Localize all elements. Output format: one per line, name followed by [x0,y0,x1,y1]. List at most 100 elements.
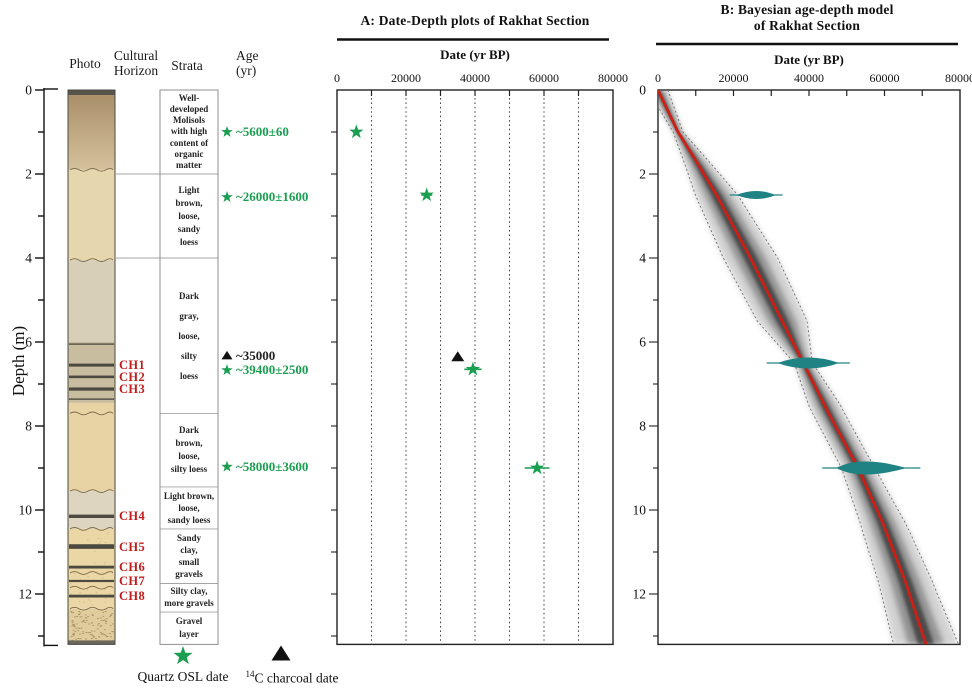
gravel-dot [76,616,79,617]
gravel-dot [79,633,81,635]
wavy-boundary [69,606,114,611]
speckle-dot [95,591,98,593]
depth-tick-label: 6 [25,335,32,350]
stratum-description-8: Gravel layer [175,616,203,640]
cultural-horizon-label-ch5: CH5 [119,539,146,554]
speckle-dot [101,572,104,573]
gravel-dot [71,622,74,624]
wavy-boundary [69,411,114,416]
cultural-horizon-label-ch2: CH2 [119,369,146,384]
x-tick-label: 20000 [719,71,749,85]
depth-tick-label: 0 [25,83,32,98]
panel-b-title-line2: of Rakhat Section [753,18,861,33]
gravel-dot [75,627,78,629]
dark-horizon-band [69,387,114,391]
gravel-dot [98,636,100,638]
gravel-dot [77,627,80,629]
age-value-3: ~35000 [236,347,276,363]
gravel-dot [71,635,73,637]
photo-layer [68,402,115,492]
photo-layer [68,260,115,342]
gravel-dot [85,620,88,621]
speckle-dot [104,542,107,543]
cultural-horizon-label-ch8: CH8 [119,589,146,604]
dark-horizon-band [69,343,114,345]
gravel-dot [74,631,77,633]
x-tick-label: 60000 [529,71,559,85]
x-tick-label: 0 [334,71,340,85]
gravel-dot [89,632,92,633]
dark-horizon-band [69,594,114,598]
y-tick-label: 4 [639,251,646,266]
gravel-dot [72,629,75,631]
x-tick-label: 40000 [460,71,490,85]
speckle-dot [79,592,81,594]
gravel-dot [109,615,112,616]
gravel-dot [109,625,112,626]
stratum-description-6: Sandy clay, small gravels [175,532,203,580]
column-header-strata: Strata [171,58,203,73]
photo-layer [68,342,115,403]
credible-bound-left [658,105,895,645]
gravel-dot [93,630,96,632]
dark-horizon-band [69,565,114,569]
stratum-description-3: Dark gray, loose, silty loess [178,290,200,381]
gravel-dot [102,612,105,614]
panel-a-title: A: Date-Depth plots of Rakhat Section [360,13,590,28]
model-median-line [658,90,928,645]
osl-date-marker [419,187,434,202]
stratum-description-2: Light brown, loose, sandy loess [175,184,203,247]
gravel-dot [85,617,88,619]
speckle-dot [99,541,102,543]
speckle-dot [107,533,109,535]
photo-layer [68,491,115,529]
speckle-dot [98,543,100,544]
age-value-2: ~26000±1600 [236,189,309,205]
column-header-photo: Photo [69,56,101,71]
panel-b-title-line1: B: Bayesian age-depth model [720,2,894,17]
gravel-dot [90,638,93,639]
gravel-dot [88,623,90,625]
speckle-dot [102,577,104,579]
speckle-dot [83,601,85,603]
gravel-dot [72,620,74,622]
gravel-dot [96,628,99,630]
age-value-4: ~39400±2500 [236,362,309,378]
gravel-dot [80,616,83,618]
panel-b-axes: 0 20000 40000 60000 80000 0 2 4 6 8 10 12 [633,71,972,646]
gravel-dot [80,627,83,629]
gravel-dot [99,617,102,619]
depth-tick-label: 2 [25,167,32,182]
wavy-boundary [69,489,114,493]
photo-bottom-cap [68,640,115,645]
gravel-dot [77,638,80,639]
gravel-dot [99,632,102,633]
y-tick-label: 10 [633,503,647,518]
dark-horizon-band [69,375,114,379]
speckle-dot [70,593,72,595]
gravel-dot [82,633,84,635]
gravel-dot [98,623,100,625]
gravel-dot [90,622,93,624]
strata-box-border [159,89,219,645]
wavy-boundary [69,585,114,590]
strata-box [116,89,219,645]
depth-axis-title: Depth (m) [9,325,28,397]
gravel-dot [79,638,82,640]
panel-b-model [658,90,959,645]
photo-layer [68,169,115,261]
dark-horizon-band [69,544,114,549]
gravel-dot [103,629,106,631]
y-tick-label: 6 [639,335,646,350]
c14-date-marker [451,351,465,362]
osl-star-icon [221,126,233,137]
cultural-horizon-label-ch7: CH7 [119,573,146,588]
speckle-dot [100,538,102,540]
gravel-dot [92,624,95,626]
cultural-horizon-label-ch1: CH1 [119,358,146,373]
gravel-dot [73,623,76,625]
gravel-dot [110,614,112,616]
speckle-dot [79,579,82,580]
legend-star-icon [173,646,193,665]
